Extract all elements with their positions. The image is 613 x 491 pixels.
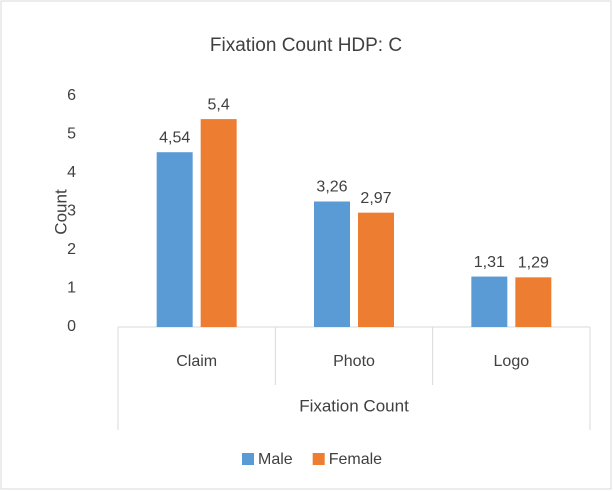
bar xyxy=(358,212,394,327)
y-tick-label: 1 xyxy=(67,280,76,297)
data-label: 5,4 xyxy=(208,96,230,113)
data-label: 1,29 xyxy=(518,255,549,272)
data-label: 2,97 xyxy=(360,190,391,207)
x-tick-label: Photo xyxy=(333,353,375,370)
data-label: 4,54 xyxy=(159,129,190,146)
legend-swatch xyxy=(242,453,254,465)
y-tick-label: 0 xyxy=(67,318,76,335)
x-tick-label: Logo xyxy=(494,353,530,370)
y-tick-label: 3 xyxy=(67,203,76,220)
y-tick-label: 4 xyxy=(67,164,76,181)
bar xyxy=(156,152,193,327)
y-tick-label: 6 xyxy=(67,87,76,104)
legend-swatch xyxy=(312,453,325,465)
y-tick-label: 5 xyxy=(67,126,76,143)
x-axis-title: Fixation Count xyxy=(299,396,409,415)
legend-label: Female xyxy=(329,451,382,468)
x-tick-label: Claim xyxy=(176,353,217,370)
chart-title: Fixation Count HDP: C xyxy=(210,35,402,56)
y-axis-title: Count xyxy=(51,189,70,235)
data-label: 3,26 xyxy=(316,179,347,196)
bar xyxy=(515,277,552,327)
bar xyxy=(200,119,237,327)
y-tick-label: 2 xyxy=(67,241,76,258)
legend-label: Male xyxy=(258,451,293,468)
data-label: 1,31 xyxy=(474,254,505,271)
bar xyxy=(314,201,350,327)
bar xyxy=(471,276,508,327)
